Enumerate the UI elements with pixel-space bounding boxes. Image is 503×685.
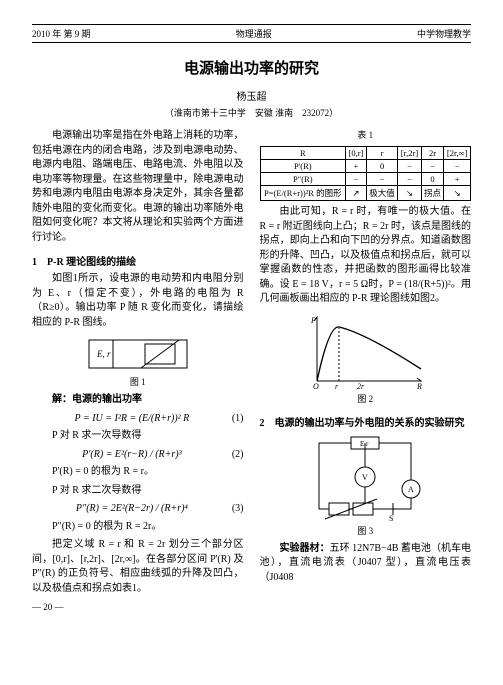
author-name: 杨玉超 xyxy=(32,88,471,103)
hdr-left: 2010 年 第 9 期 xyxy=(32,27,91,40)
fig2-caption: 图 2 xyxy=(260,393,472,406)
svg-text:S: S xyxy=(389,514,393,523)
th-5: [2r,∞] xyxy=(444,147,471,160)
svg-text:r: r xyxy=(335,382,339,391)
svg-text:A: A xyxy=(408,485,414,494)
p1c: P'(R) = 0 的根为 R = r。 xyxy=(32,465,244,480)
figure-1-circuit: E, r xyxy=(83,334,193,374)
equation-2: P'(R) = E²(r−R) / (R+r)³(2) xyxy=(32,448,244,463)
intro-para: 电源输出功率是指在外电路上消耗的功率，包括电源在内的闭合电路，涉及到电源电动势、… xyxy=(32,129,244,245)
p2a: 由此可知，R = r 时，有唯一的极大值。在 R = r 附近图线向上凸；R =… xyxy=(260,205,472,307)
svg-text:V: V xyxy=(362,473,368,482)
page-number: — 20 — xyxy=(32,602,471,612)
th-0: R xyxy=(260,147,346,160)
section-1-heading: 1 P-R 理论图线的描绘 xyxy=(32,253,244,268)
th-4: 2r xyxy=(421,147,444,160)
p1d: P 对 R 求二次导数得 xyxy=(32,484,244,499)
solve-lead: 解：电源的输出功率 xyxy=(32,393,244,408)
figure-3-circuit: E r V A S xyxy=(305,433,425,523)
p1f: 把定义域 R = r 和 R = 2r 划分三个部分区间，[0,r]、[r,2r… xyxy=(32,538,244,596)
p1e: P″(R) = 0 的根为 R = 2r。 xyxy=(32,520,244,535)
paper-title: 电源输出功率的研究 xyxy=(32,57,471,78)
svg-text:2r: 2r xyxy=(357,382,365,391)
th-1: [0,r] xyxy=(346,147,367,160)
section-2-heading: 2 电源的输出功率与外电阻的关系的实验研究 xyxy=(260,414,472,429)
fig1-caption: 图 1 xyxy=(32,376,244,389)
equation-3: P″(R) = 2E²(R−2r) / (R+r)⁴(3) xyxy=(32,502,244,517)
figure-2-curve: P R O r 2r xyxy=(305,311,425,391)
th-2: r xyxy=(366,147,398,160)
p1b: P 对 R 求一次导数得 xyxy=(32,429,244,444)
svg-text:O: O xyxy=(313,382,319,391)
affiliation: （淮南市第十三中学 安徽 淮南 232072） xyxy=(32,106,471,119)
table-1: R [0,r] r [r,2r] 2r [2r,∞] P'(R)+0−−− P″… xyxy=(260,146,472,201)
hdr-mid: 物理通报 xyxy=(236,27,272,40)
svg-text:E, r: E, r xyxy=(96,349,111,359)
sec1-para-a: 如图1所示，设电源的电动势和内电阻分别为 E、r（恒定不变），外电路的电阻为 R… xyxy=(32,272,244,330)
svg-text:R: R xyxy=(416,382,422,391)
p3a: 实验器材：五环 12N7B−4B 蓄电池（机车电池），直流电流表（J0407 型… xyxy=(260,542,472,586)
two-column-body: 电源输出功率是指在外电路上消耗的功率，包括电源在内的闭合电路，涉及到电源电动势、… xyxy=(32,129,471,596)
table-1-caption: 表 1 xyxy=(260,129,472,142)
fig3-caption: 图 3 xyxy=(260,525,472,538)
equation-1: P = IU = I²R = (E/(R+r))² R(1) xyxy=(32,412,244,427)
th-3: [r,2r] xyxy=(398,147,421,160)
hdr-right: 中学物理教学 xyxy=(417,27,471,40)
page-header: 2010 年 第 9 期 物理通报 中学物理教学 xyxy=(32,24,471,43)
svg-text:P: P xyxy=(310,316,316,325)
